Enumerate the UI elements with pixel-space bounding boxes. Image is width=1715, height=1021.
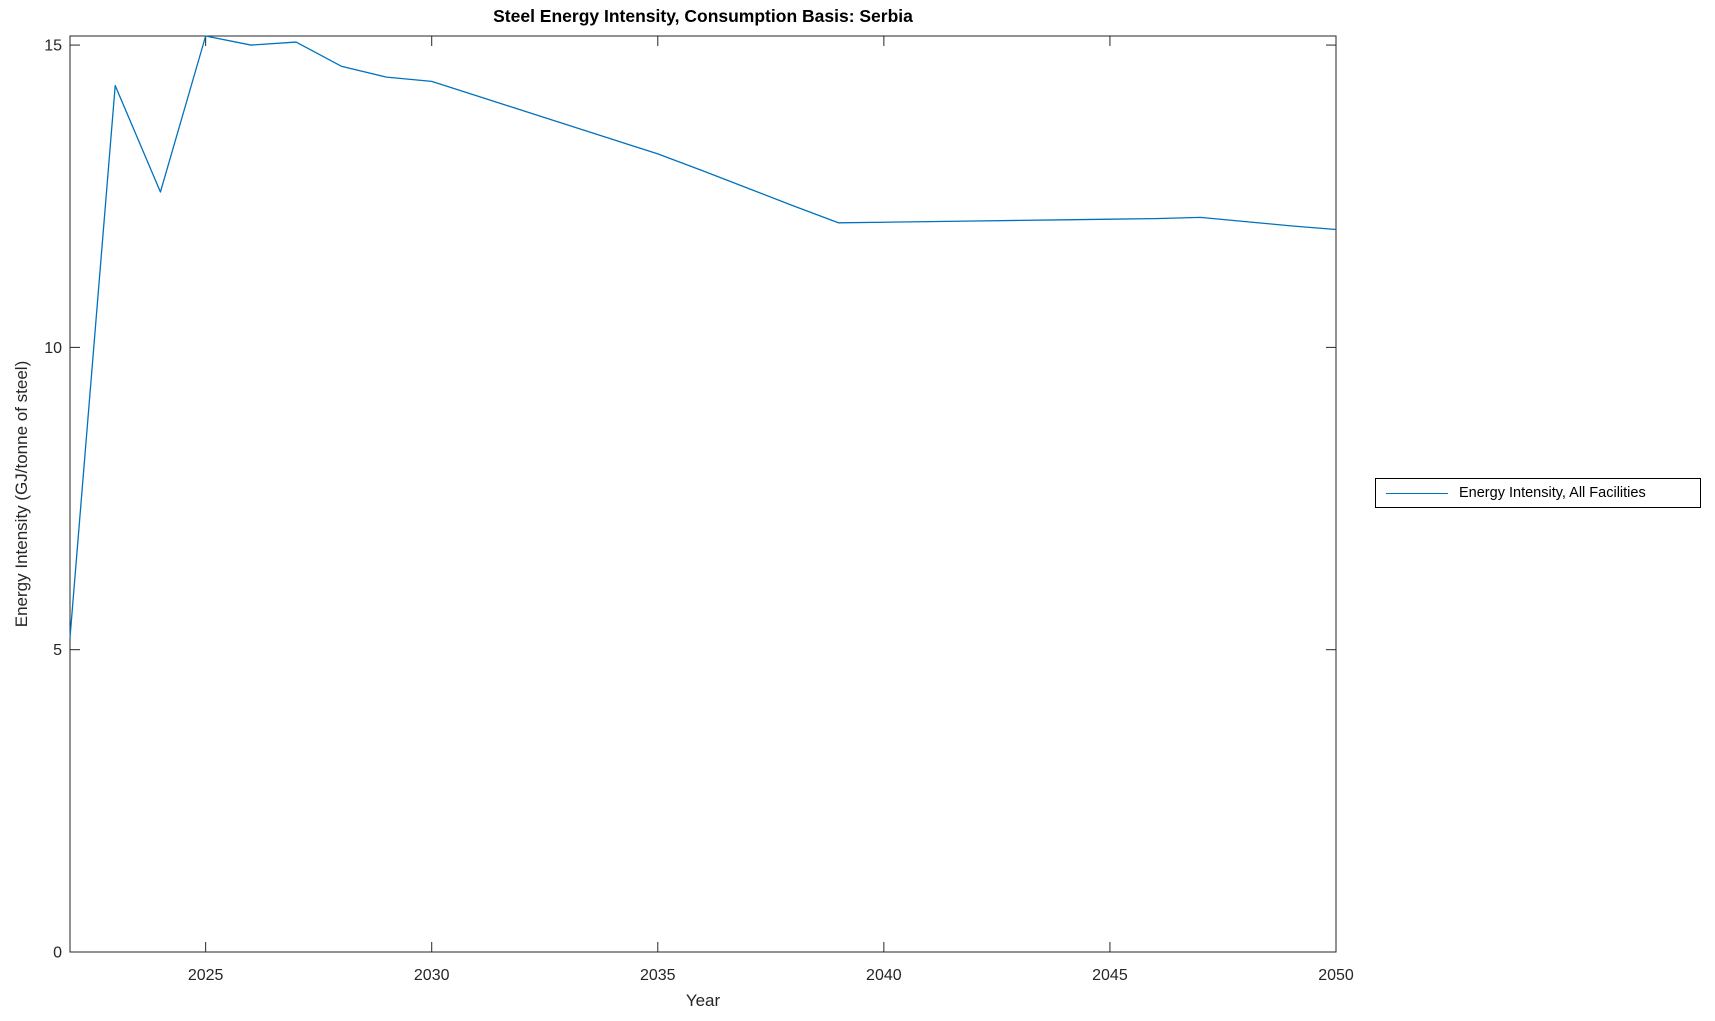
- x-tick-label: 2035: [640, 967, 676, 984]
- legend-line-icon: [1386, 492, 1448, 494]
- x-axis-label: Year: [685, 991, 721, 1010]
- plot-border: [69, 35, 1337, 953]
- x-tick-label: 2045: [1092, 967, 1128, 984]
- chart-title: Steel Energy Intensity, Consumption Basi…: [493, 6, 913, 26]
- x-tick-label: 2050: [1318, 967, 1354, 984]
- y-tick-label: 15: [44, 38, 62, 55]
- legend-label: Energy Intensity, All Facilities: [1459, 485, 1646, 501]
- series-line: [69, 35, 1337, 638]
- x-tick-label: 2030: [414, 967, 450, 984]
- legend-box: Energy Intensity, All Facilities: [1375, 478, 1701, 508]
- x-tick-label: 2025: [188, 967, 224, 984]
- y-tick-label: 5: [53, 642, 62, 659]
- y-tick-label: 0: [53, 945, 62, 962]
- y-tick-label: 10: [44, 340, 62, 357]
- x-tick-label: 2040: [866, 967, 902, 984]
